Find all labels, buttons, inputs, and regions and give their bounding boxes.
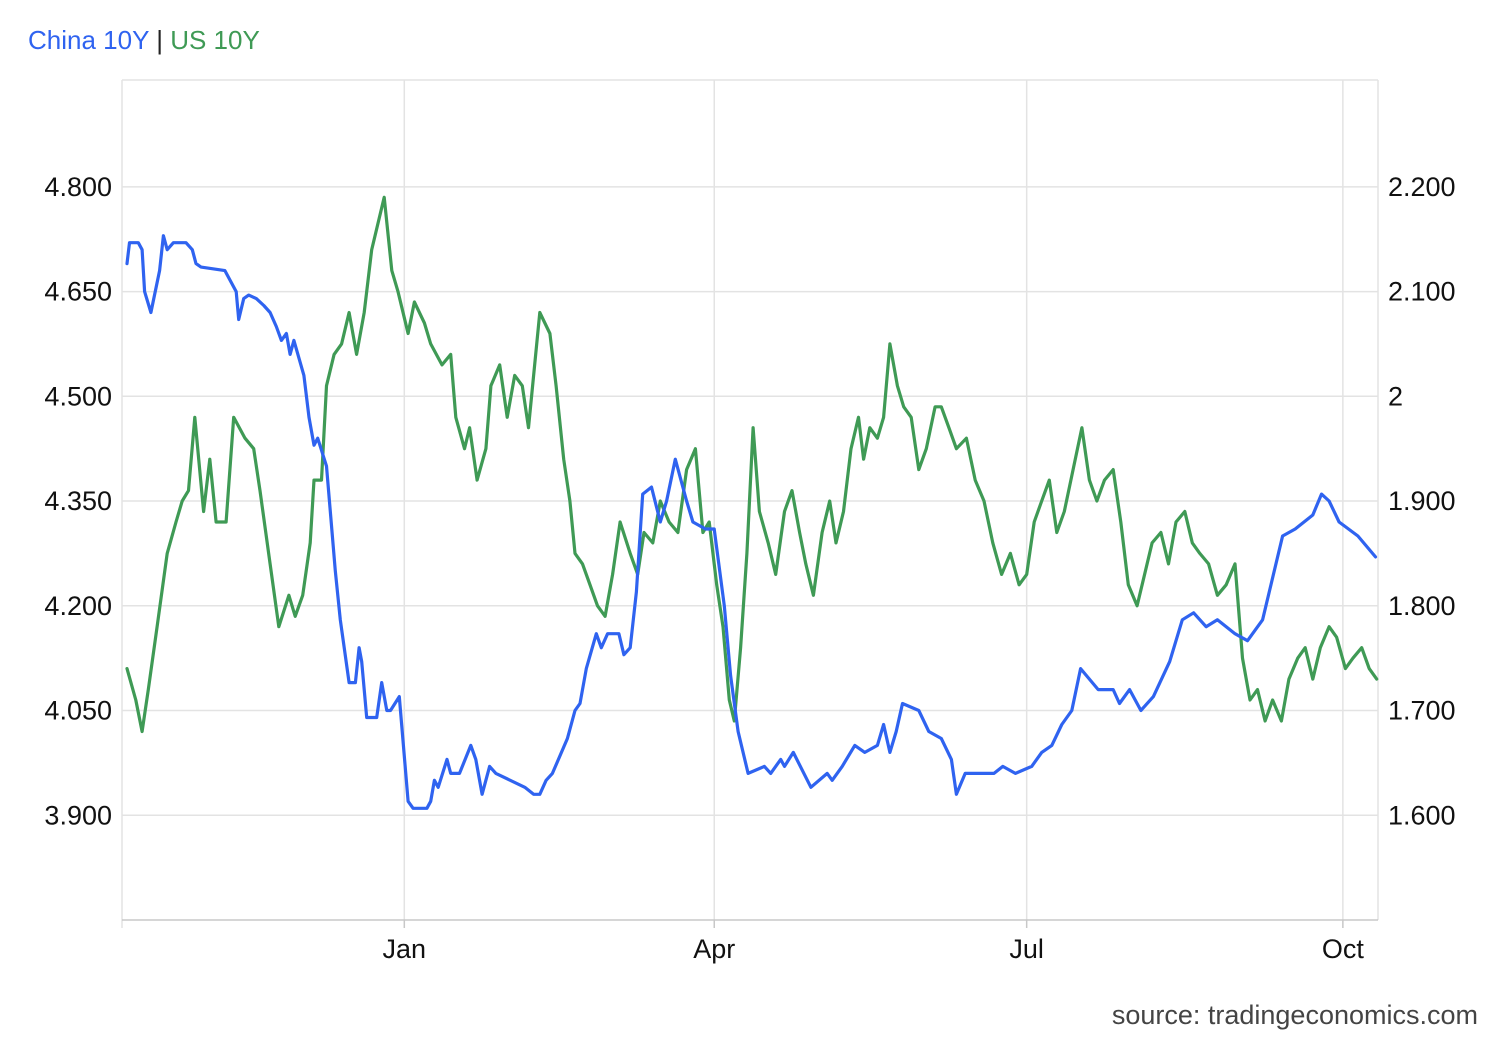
chart-grid [122, 79, 1378, 920]
chart-tick-labels: 4.800 4.650 4.500 4.350 4.200 4.050 3.900 2.200… [44, 172, 1455, 964]
x-tick-label: Apr [693, 934, 735, 964]
legend-item-china-10y[interactable]: China 10Y [28, 25, 149, 55]
x-tick-label: Oct [1322, 934, 1365, 964]
chart-series [125, 195, 1379, 810]
source-credit[interactable]: source: tradingeconomics.com [1111, 1000, 1478, 1030]
y-left-tick-label: 4.500 [44, 381, 112, 411]
chart-axes [121, 80, 1379, 928]
legend-separator: | [156, 25, 163, 55]
y-right-tick-label: 2 [1388, 381, 1403, 411]
x-tick-label: Jan [383, 934, 427, 964]
y-right-tick-label: 1.600 [1388, 800, 1456, 830]
y-right-tick-label: 2.100 [1388, 277, 1456, 307]
y-left-tick-label: 4.350 [44, 486, 112, 516]
series-line-china-10y[interactable] [125, 234, 1378, 810]
y-right-tick-label: 1.900 [1388, 486, 1456, 516]
y-left-tick-label: 4.800 [44, 172, 112, 202]
y-left-tick-label: 3.900 [44, 800, 112, 830]
y-right-tick-label: 1.800 [1388, 591, 1456, 621]
series-line-us-10y[interactable] [125, 195, 1379, 734]
chart-legend: China 10Y | US 10Y [28, 24, 260, 56]
y-right-tick-label: 1.700 [1388, 696, 1456, 726]
x-tick-label: Jul [1009, 934, 1044, 964]
y-right-tick-label: 2.200 [1388, 172, 1456, 202]
legend-item-us-10y[interactable]: US 10Y [170, 25, 260, 55]
y-left-tick-label: 4.200 [44, 591, 112, 621]
y-left-tick-label: 4.050 [44, 696, 112, 726]
y-left-tick-label: 4.650 [44, 277, 112, 307]
